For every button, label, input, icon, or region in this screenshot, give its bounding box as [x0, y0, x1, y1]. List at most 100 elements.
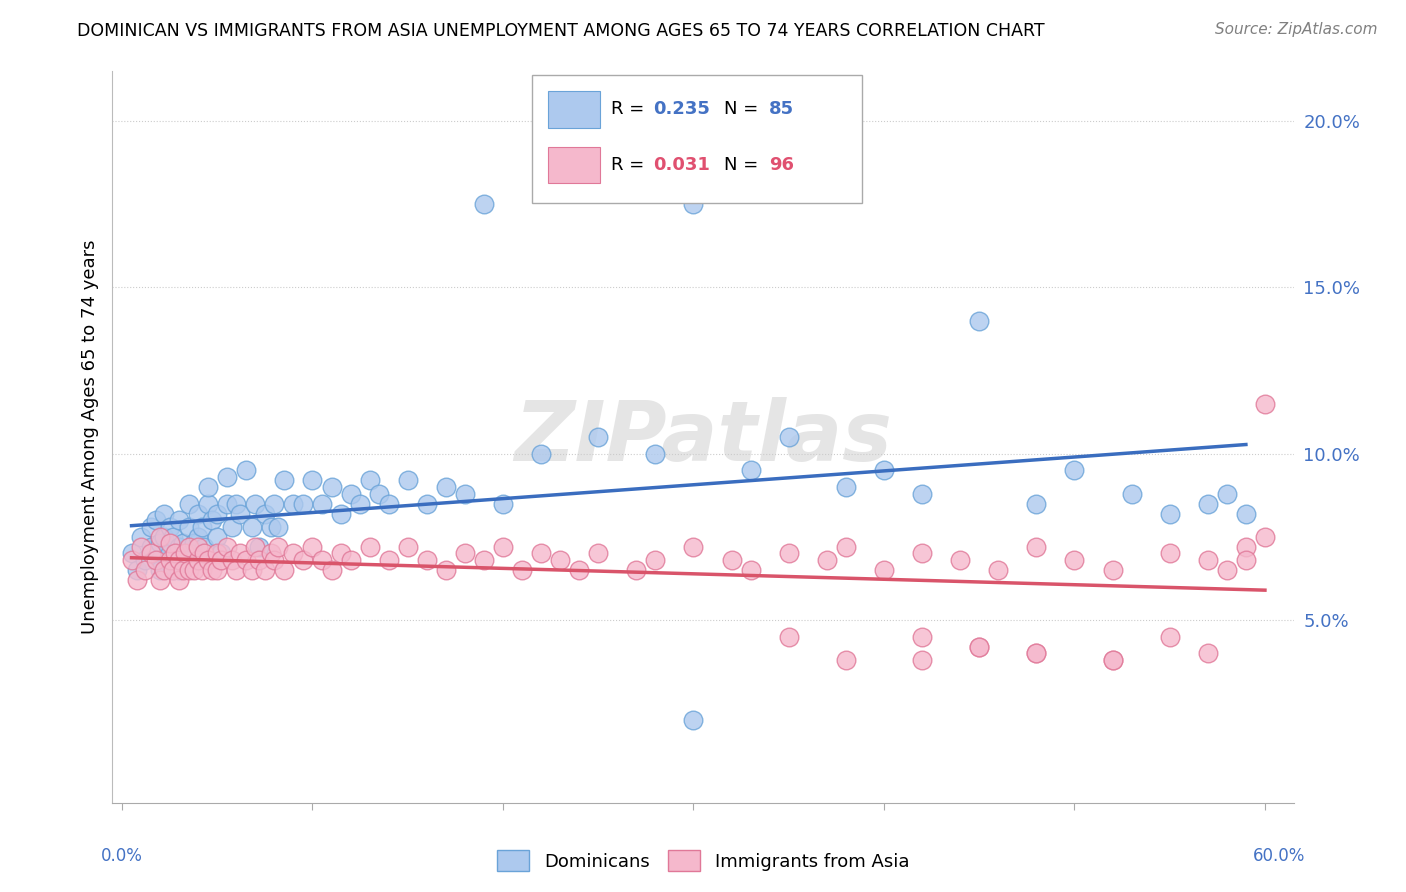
Point: [167, 540, 190, 554]
Point: [682, 540, 704, 554]
Point: [434, 563, 457, 577]
Point: [173, 546, 195, 560]
Point: [740, 563, 762, 577]
Point: [235, 553, 257, 567]
Point: [121, 553, 143, 567]
Point: [162, 530, 184, 544]
Point: [311, 553, 333, 567]
Point: [245, 497, 267, 511]
Point: [873, 563, 896, 577]
Point: [253, 507, 276, 521]
Point: [492, 540, 515, 554]
Point: [311, 497, 333, 511]
Point: [187, 507, 209, 521]
Point: [967, 640, 990, 654]
Point: [247, 553, 270, 567]
Point: [177, 497, 200, 511]
Text: ZIPatlas: ZIPatlas: [515, 397, 891, 477]
Point: [778, 546, 800, 560]
Point: [221, 553, 243, 567]
Point: [134, 563, 156, 577]
Y-axis label: Unemployment Among Ages 65 to 74 years: Unemployment Among Ages 65 to 74 years: [80, 240, 98, 634]
Point: [235, 463, 257, 477]
Point: [183, 536, 205, 550]
Point: [359, 540, 381, 554]
Point: [193, 540, 215, 554]
Point: [167, 553, 190, 567]
Point: [644, 447, 666, 461]
Point: [530, 447, 553, 461]
Point: [225, 497, 247, 511]
Point: [644, 553, 666, 567]
Point: [139, 540, 162, 554]
Point: [215, 470, 238, 484]
Point: [586, 546, 609, 560]
Point: [1197, 553, 1219, 567]
Point: [530, 546, 553, 560]
Point: [586, 430, 609, 444]
Point: [454, 546, 477, 560]
Point: [740, 463, 762, 477]
Point: [301, 473, 323, 487]
Point: [778, 630, 800, 644]
Point: [165, 546, 187, 560]
Point: [134, 553, 156, 567]
Point: [215, 497, 238, 511]
Point: [1234, 553, 1257, 567]
Point: [720, 553, 742, 567]
Point: [267, 540, 290, 554]
Text: 0.0%: 0.0%: [101, 847, 142, 864]
Point: [153, 530, 176, 544]
Text: 85: 85: [769, 101, 794, 119]
Text: 96: 96: [769, 156, 794, 174]
Point: [682, 713, 704, 727]
Point: [177, 520, 200, 534]
Point: [434, 480, 457, 494]
Point: [159, 520, 181, 534]
Point: [1254, 397, 1277, 411]
Point: [330, 507, 353, 521]
Point: [1197, 646, 1219, 660]
Point: [121, 546, 143, 560]
Point: [129, 540, 152, 554]
Point: [273, 563, 295, 577]
Point: [247, 540, 270, 554]
Point: [1025, 497, 1047, 511]
Point: [1159, 546, 1181, 560]
Point: [207, 507, 229, 521]
Point: [159, 536, 181, 550]
Point: [283, 497, 305, 511]
Point: [167, 553, 190, 567]
Point: [167, 513, 190, 527]
Point: [1159, 630, 1181, 644]
Point: [1197, 497, 1219, 511]
Point: [197, 480, 219, 494]
Point: [368, 486, 391, 500]
Point: [911, 653, 934, 667]
Point: [200, 513, 222, 527]
Text: R =: R =: [610, 156, 650, 174]
Point: [229, 507, 252, 521]
Point: [1234, 507, 1257, 521]
Point: [835, 653, 858, 667]
Text: 60.0%: 60.0%: [1253, 847, 1305, 864]
Point: [225, 563, 247, 577]
Point: [835, 480, 858, 494]
Point: [454, 486, 477, 500]
Point: [330, 546, 353, 560]
Text: Source: ZipAtlas.com: Source: ZipAtlas.com: [1215, 22, 1378, 37]
FancyBboxPatch shape: [531, 75, 862, 203]
Point: [162, 563, 184, 577]
FancyBboxPatch shape: [548, 146, 600, 183]
Point: [626, 563, 648, 577]
Text: DOMINICAN VS IMMIGRANTS FROM ASIA UNEMPLOYMENT AMONG AGES 65 TO 74 YEARS CORRELA: DOMINICAN VS IMMIGRANTS FROM ASIA UNEMPL…: [77, 22, 1045, 40]
Point: [349, 497, 371, 511]
Point: [339, 486, 361, 500]
Point: [145, 553, 167, 567]
Point: [911, 486, 934, 500]
Point: [153, 507, 176, 521]
Text: N =: N =: [724, 156, 765, 174]
Point: [145, 513, 167, 527]
Point: [396, 473, 419, 487]
Point: [187, 553, 209, 567]
